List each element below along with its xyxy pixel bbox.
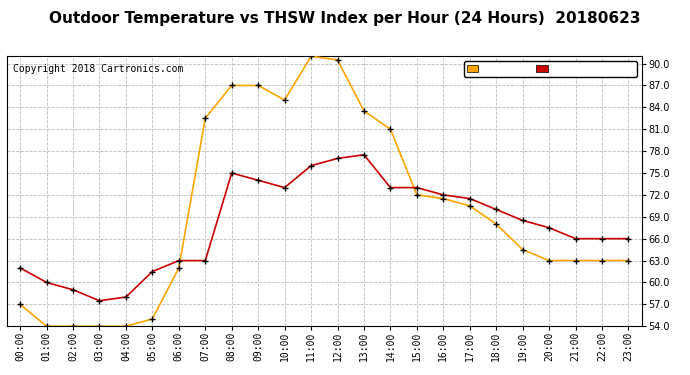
Legend: THSW (°F), Temperature (°F): THSW (°F), Temperature (°F) xyxy=(464,61,637,77)
Text: Copyright 2018 Cartronics.com: Copyright 2018 Cartronics.com xyxy=(13,64,184,74)
Text: Outdoor Temperature vs THSW Index per Hour (24 Hours)  20180623: Outdoor Temperature vs THSW Index per Ho… xyxy=(49,11,641,26)
